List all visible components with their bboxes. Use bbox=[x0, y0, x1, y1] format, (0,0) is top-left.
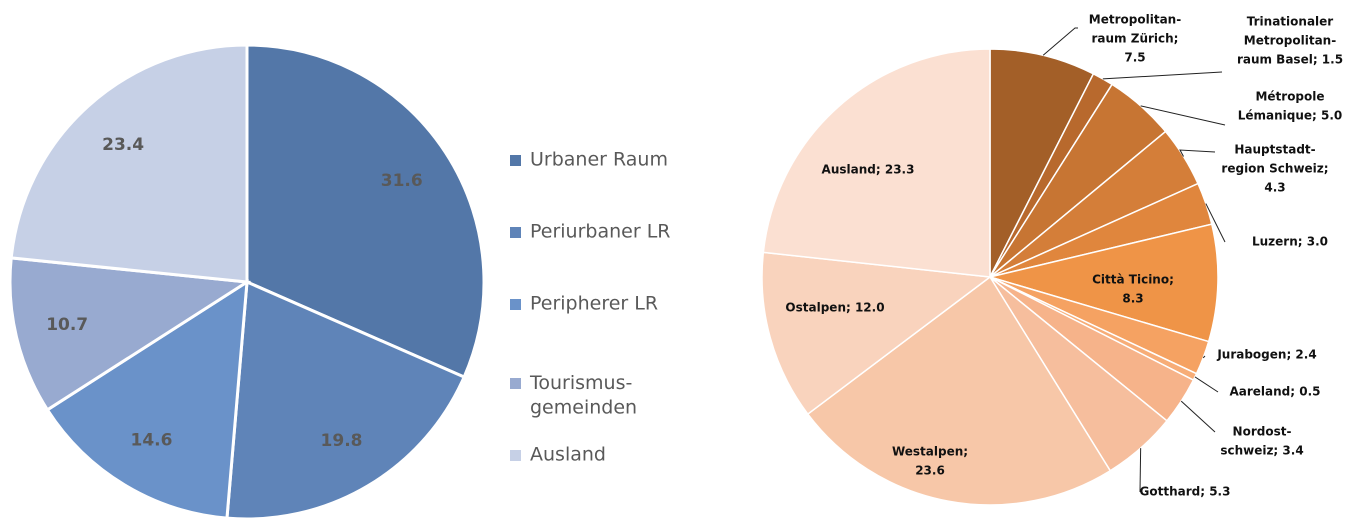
data-label: schweiz; 3.4 bbox=[1220, 444, 1303, 458]
leader-line bbox=[1042, 27, 1078, 56]
data-label: Luzern; 3.0 bbox=[1252, 235, 1328, 249]
data-label: Ostalpen; 12.0 bbox=[785, 301, 884, 315]
legend-swatch bbox=[510, 299, 521, 310]
pie-slice bbox=[9, 43, 249, 284]
leader-line bbox=[1202, 355, 1206, 359]
slice-label: 31.6 bbox=[381, 171, 423, 191]
data-label: Westalpen; bbox=[892, 445, 968, 459]
leader-line bbox=[1180, 400, 1216, 433]
pie-slice bbox=[761, 251, 992, 416]
data-label: Aareland; 0.5 bbox=[1229, 385, 1320, 399]
data-label: 7.5 bbox=[1124, 51, 1145, 65]
pie-slice bbox=[8, 256, 252, 412]
data-label: 4.3 bbox=[1264, 181, 1285, 195]
data-label: raum Zürich; bbox=[1092, 32, 1179, 46]
legend-label: Peripherer LR bbox=[530, 293, 658, 315]
leader-line bbox=[1205, 203, 1226, 243]
slice-label: 19.8 bbox=[321, 431, 363, 451]
data-label: Trinationaler bbox=[1247, 15, 1334, 29]
data-label: 8.3 bbox=[1122, 292, 1143, 306]
slice-label: 14.6 bbox=[131, 430, 173, 450]
slice-label: 10.7 bbox=[46, 315, 88, 335]
pie-slice bbox=[225, 279, 467, 518]
leader-line bbox=[1102, 71, 1223, 80]
leader-line bbox=[1194, 376, 1219, 393]
legend-swatch bbox=[510, 155, 521, 166]
data-label: Metropolitan- bbox=[1089, 13, 1181, 27]
pie-slice bbox=[45, 279, 249, 518]
leader-line bbox=[1139, 448, 1142, 493]
pie-slice bbox=[989, 48, 1095, 278]
pie-slice bbox=[245, 43, 486, 380]
data-label: Metropolitan- bbox=[1244, 34, 1336, 48]
legend-label: Tourismus-gemeinden bbox=[529, 372, 637, 419]
legend-swatch bbox=[510, 227, 521, 238]
legend-label: Urbaner Raum bbox=[530, 149, 668, 171]
data-label: Nordost- bbox=[1233, 425, 1292, 439]
leader-line bbox=[1179, 149, 1216, 157]
data-label: Ausland; 23.3 bbox=[822, 163, 915, 177]
data-label: Lémanique; 5.0 bbox=[1238, 109, 1343, 123]
data-label: Gotthard; 5.3 bbox=[1140, 485, 1231, 499]
legend-label: Ausland bbox=[530, 444, 606, 466]
data-label: Métropole bbox=[1255, 90, 1324, 104]
legend-swatch bbox=[510, 378, 521, 389]
data-label: Città Ticino; bbox=[1092, 273, 1174, 287]
leader-line bbox=[1140, 105, 1226, 126]
slice-label: 23.4 bbox=[102, 135, 144, 155]
legend-label: Periurbaner LR bbox=[530, 221, 671, 243]
data-label: Jurabogen; 2.4 bbox=[1216, 348, 1316, 362]
pie-slice bbox=[987, 223, 1219, 343]
legend-swatch bbox=[510, 450, 521, 461]
data-label: raum Basel; 1.5 bbox=[1237, 53, 1343, 67]
data-label: 23.6 bbox=[915, 464, 945, 478]
pie-slice bbox=[806, 275, 1112, 506]
data-label: region Schweiz; bbox=[1221, 162, 1328, 176]
data-label: Hauptstadt- bbox=[1234, 143, 1315, 157]
pie-slice bbox=[762, 48, 991, 278]
